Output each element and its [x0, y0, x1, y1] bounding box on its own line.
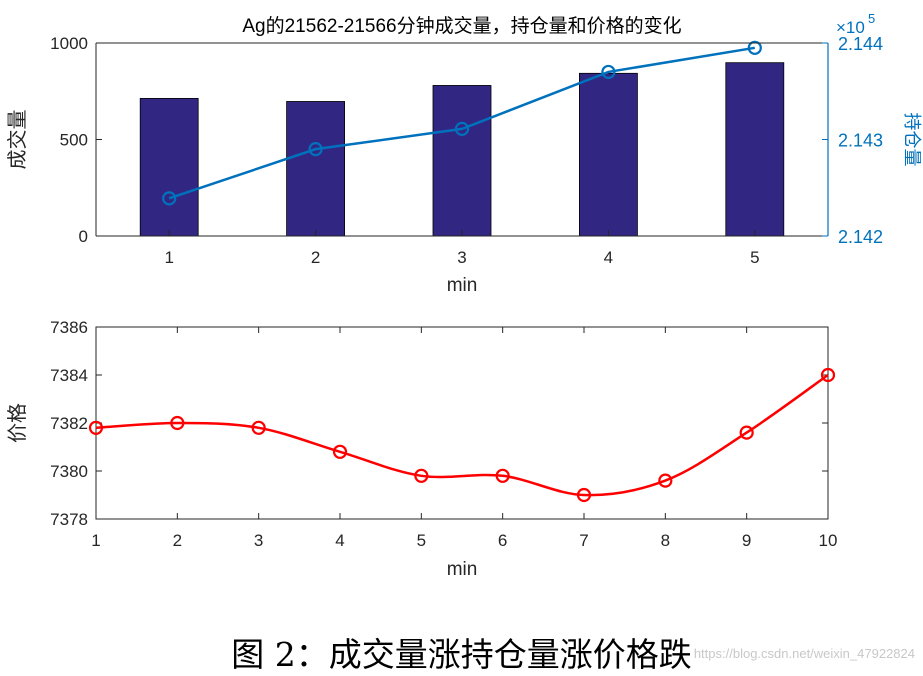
price-point-1 — [88, 420, 104, 435]
x-tick-label-1-4: 4 — [604, 248, 613, 267]
y-axis-right-label: 持仓量 — [902, 113, 922, 167]
right-axis-exponent-base: ×10 — [836, 18, 865, 37]
y-left-tick-label-0: 0 — [79, 227, 88, 246]
x-tick-label-1-2: 2 — [311, 248, 320, 267]
x-tick-label-1-5: 5 — [750, 248, 759, 267]
open-interest-point-3 — [454, 121, 470, 136]
y-tick-label-2-7378: 7378 — [50, 510, 88, 529]
y-right-tick-label-2.144: 2.144 — [838, 34, 883, 54]
open-interest-line — [168, 46, 756, 200]
x-axis-label-2: min — [447, 559, 478, 580]
price-point-9 — [739, 425, 754, 440]
x-tick-label-2-4: 4 — [335, 531, 344, 550]
y-tick-label-2-7382: 7382 — [50, 414, 88, 433]
x-axis-label-1: min — [447, 275, 478, 296]
price-line — [95, 373, 829, 497]
open-interest-point-4 — [601, 64, 616, 80]
volume-bar-2 — [286, 101, 346, 237]
y-right-tick-label-2.143: 2.143 — [838, 131, 883, 151]
x-tick-label-2-9: 9 — [742, 531, 751, 550]
volume-bar-3 — [432, 85, 492, 237]
price-point-4 — [332, 444, 348, 459]
x-tick-label-2-10: 10 — [819, 531, 838, 550]
price-point-7 — [576, 487, 592, 503]
x-tick-label-2-3: 3 — [254, 531, 263, 550]
chart-title-1: Ag的21562-21566分钟成交量，持仓量和价格的变化 — [242, 15, 681, 37]
x-tick-label-2-1: 1 — [91, 531, 100, 550]
price-point-10 — [820, 367, 836, 383]
volume-bar-5 — [725, 62, 785, 237]
price-point-5 — [414, 468, 429, 483]
x-tick-label-2-7: 7 — [579, 531, 588, 550]
open-interest-point-1 — [162, 191, 177, 206]
volume-bar-1 — [139, 97, 199, 237]
x-tick-label-2-5: 5 — [417, 531, 426, 550]
price-point-2 — [170, 415, 185, 431]
x-tick-label-1-1: 1 — [164, 248, 173, 267]
x-tick-label-2-2: 2 — [173, 531, 182, 550]
y-left-tick-label-1000: 1000 — [50, 34, 88, 53]
open-interest-point-2 — [308, 142, 323, 157]
right-axis-exponent-power: 5 — [868, 11, 875, 26]
y-axis-label-2: 价格 — [6, 403, 29, 443]
price-point-6 — [495, 468, 510, 483]
y-left-tick-label-500: 500 — [60, 131, 88, 150]
open-interest-point-5 — [747, 40, 762, 55]
y-right-tick-label-2.142: 2.142 — [838, 227, 883, 247]
y-tick-label-2-7380: 7380 — [50, 462, 88, 481]
watermark: https://blog.csdn.net/weixin_47922824 — [693, 646, 915, 661]
x-tick-label-2-8: 8 — [661, 531, 670, 550]
x-tick-label-2-6: 6 — [498, 531, 507, 550]
y-axis-left-label: 成交量 — [6, 110, 29, 170]
y-tick-label-2-7384: 7384 — [50, 366, 88, 385]
figure-caption: 图 2：成交量涨持仓量涨价格跌 — [231, 635, 692, 674]
x-tick-label-1-3: 3 — [457, 248, 466, 267]
y-tick-label-2-7386: 7386 — [50, 318, 88, 337]
volume-bar-4 — [579, 72, 638, 237]
price-point-8 — [658, 473, 673, 488]
price-point-3 — [251, 420, 266, 435]
